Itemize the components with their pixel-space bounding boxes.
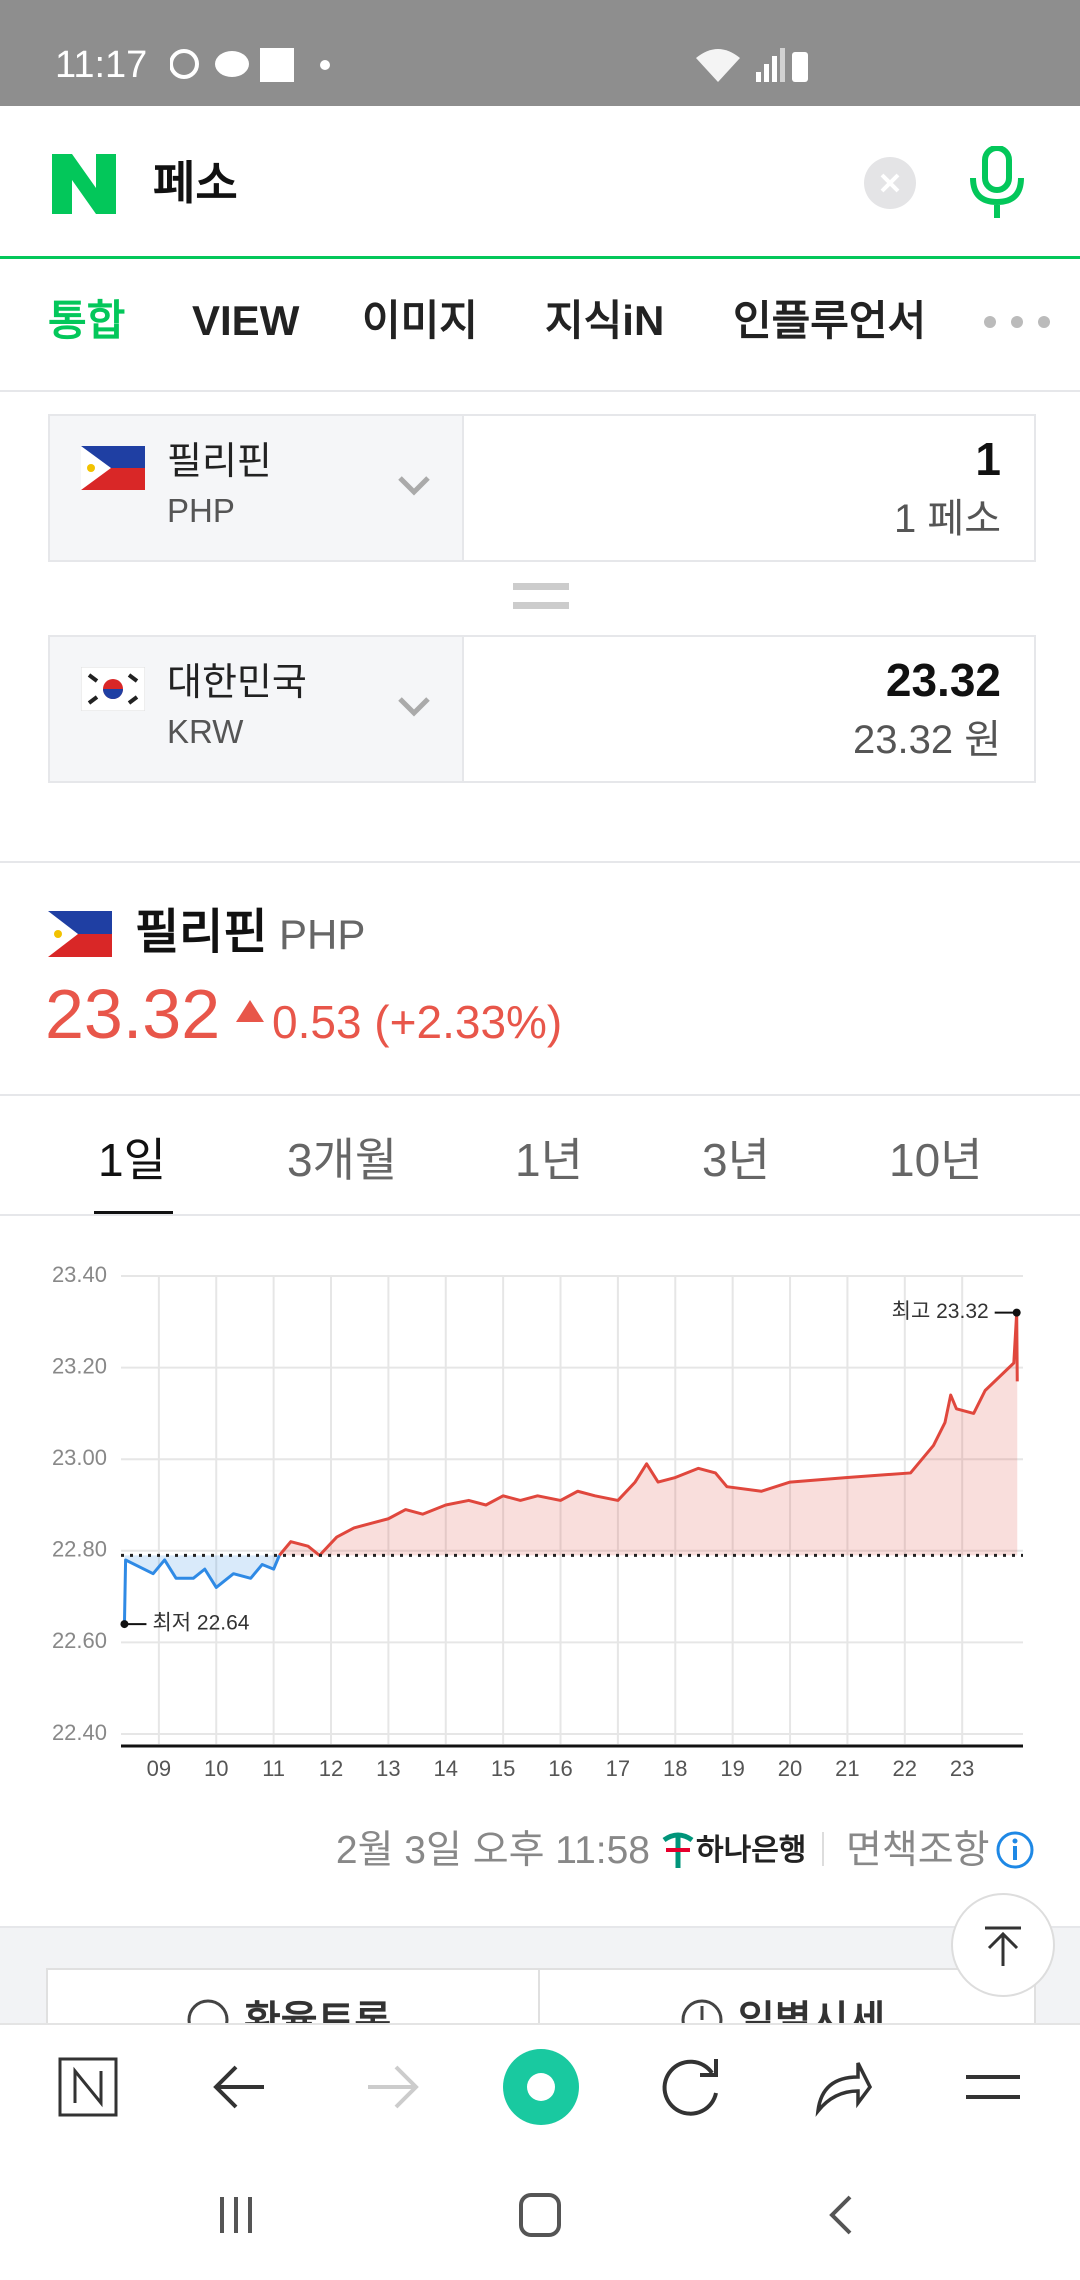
disclaimer[interactable]: 면책조항 xyxy=(846,1829,990,1872)
area xyxy=(279,1312,1018,1556)
separator xyxy=(538,1968,540,2048)
search-tab[interactable]: VIEW xyxy=(192,297,300,344)
clock: 11:17 xyxy=(55,44,148,86)
back-key[interactable] xyxy=(829,2195,852,2235)
home-button[interactable] xyxy=(58,2057,118,2117)
more-tabs[interactable] xyxy=(982,312,1052,332)
y-tick-label: 23.00 xyxy=(52,1445,107,1470)
voice-search[interactable] xyxy=(965,146,1029,222)
x-tick-label: 18 xyxy=(663,1756,687,1781)
status-icons xyxy=(170,48,330,82)
y-tick-label: 22.40 xyxy=(52,1720,107,1745)
menu-button[interactable] xyxy=(966,2075,1020,2099)
summary-code: PHP xyxy=(279,911,366,958)
x-tick-label: 23 xyxy=(950,1756,974,1781)
currency-country: 필리핀 xyxy=(167,441,272,483)
period-tab[interactable]: 3개월 xyxy=(287,1134,398,1186)
divider xyxy=(0,861,1080,863)
period-tab[interactable]: 1년 xyxy=(515,1134,583,1186)
bank-name: 하나은행 xyxy=(696,1834,807,1867)
back-button[interactable] xyxy=(213,2065,264,2109)
x-tick-label: 09 xyxy=(147,1756,171,1781)
summary-country: 필리핀 xyxy=(135,906,268,959)
line xyxy=(122,1554,281,1625)
annotation-label: 최고 23.32 xyxy=(892,1300,989,1323)
divider xyxy=(0,1214,1080,1216)
forward-button[interactable] xyxy=(368,2065,419,2109)
x-tick-label: 11 xyxy=(262,1756,285,1781)
toolbar-icons xyxy=(58,2049,1020,2237)
separator xyxy=(822,1832,824,1866)
search-underline xyxy=(0,256,1080,259)
period-tab[interactable]: 3년 xyxy=(702,1134,770,1186)
up-arrow xyxy=(236,1000,264,1022)
search-query[interactable]: 페소 xyxy=(153,157,238,209)
line xyxy=(278,1311,1019,1557)
y-tick-label: 23.20 xyxy=(52,1353,107,1378)
naver-logo[interactable] xyxy=(52,154,116,214)
currency-code: PHP xyxy=(167,492,235,529)
currency-country: 대한민국 xyxy=(167,662,307,704)
timestamp: 2월 3일 오후 11:58 xyxy=(335,1829,650,1872)
equals-sign xyxy=(513,583,569,609)
period-underline xyxy=(94,1211,173,1215)
share-button[interactable] xyxy=(815,2062,873,2117)
x-tick-label: 16 xyxy=(548,1756,572,1781)
annotation-label: 최저 22.64 xyxy=(152,1612,249,1635)
x-tick-label: 17 xyxy=(606,1756,630,1781)
chevron xyxy=(398,697,430,717)
scroll-top[interactable] xyxy=(950,1892,1056,1998)
search-tab[interactable]: 지식iN xyxy=(545,297,665,344)
x-tick-label: 15 xyxy=(491,1756,515,1781)
x-tick-label: 20 xyxy=(778,1756,802,1781)
x-tick-label: 14 xyxy=(434,1756,458,1781)
x-tick-label: 10 xyxy=(204,1756,228,1781)
system-icons xyxy=(696,48,808,82)
period-tab[interactable]: 10년 xyxy=(889,1134,983,1186)
search-tab[interactable]: 통합 xyxy=(48,297,126,344)
x-tick-label: 12 xyxy=(319,1756,343,1781)
clear-button[interactable] xyxy=(862,155,918,211)
home-key[interactable] xyxy=(519,2193,561,2237)
y-tick-label: 23.40 xyxy=(52,1262,107,1287)
amount-text: 1 페소 xyxy=(894,497,1001,541)
flag-kr xyxy=(81,667,145,711)
search-tab[interactable]: 이미지 xyxy=(362,297,478,344)
amount[interactable]: 23.32 xyxy=(885,654,1001,706)
area xyxy=(124,1555,280,1625)
period-tab[interactable]: 1일 xyxy=(98,1134,166,1186)
rate-chart: 22.40 22.60 22.80 23.00 23.20 23.40 09 10 11 12 13… xyxy=(52,1262,1023,1781)
currency-code: KRW xyxy=(167,713,244,750)
x-tick-label: 22 xyxy=(893,1756,917,1781)
y-tick-label: 22.60 xyxy=(52,1628,107,1653)
divider xyxy=(0,390,1080,392)
current-rate: 23.32 xyxy=(45,975,221,1053)
bank-logo xyxy=(662,1832,694,1868)
recent-apps[interactable] xyxy=(220,2197,252,2233)
search-tab[interactable]: 인플루언서 xyxy=(733,300,927,342)
chevron xyxy=(398,476,430,496)
divider xyxy=(0,1094,1080,1096)
rate-change: 0.53 (+2.33%) xyxy=(272,996,563,1048)
flag-ph xyxy=(48,911,112,957)
flag-ph xyxy=(81,446,145,490)
x-tick-label: 13 xyxy=(376,1756,400,1781)
amount[interactable]: 1 xyxy=(975,433,1001,485)
y-tick-label: 22.80 xyxy=(52,1537,107,1562)
x-tick-label: 21 xyxy=(835,1756,859,1781)
refresh-button[interactable] xyxy=(662,2059,718,2116)
green-dot[interactable] xyxy=(503,2049,579,2125)
info-icon[interactable] xyxy=(995,1830,1035,1870)
x-tick-label: 19 xyxy=(720,1756,744,1781)
amount-text: 23.32 원 xyxy=(852,718,1001,762)
